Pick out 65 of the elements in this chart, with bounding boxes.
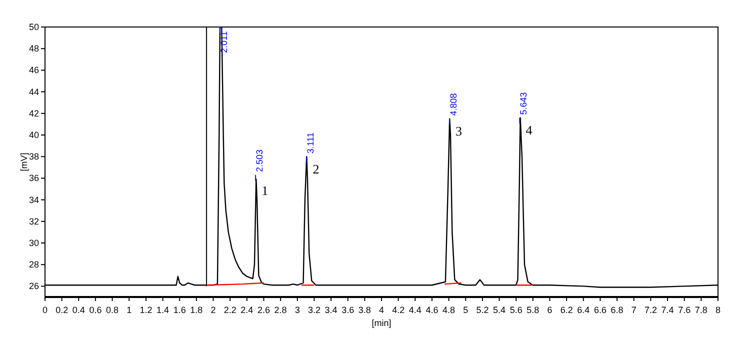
x-tick-label: 0.2 xyxy=(56,305,68,315)
x-tick-label: 5.4 xyxy=(493,305,506,315)
x-tick-label: 5.8 xyxy=(526,305,540,315)
x-tick-label: 8 xyxy=(715,305,721,315)
annotation: 3 xyxy=(455,124,462,139)
y-tick-label: 34 xyxy=(28,194,39,205)
x-tick-label: 7 xyxy=(631,305,636,315)
x-tick-label: 1.2 xyxy=(140,305,152,315)
x-tick-label: 4 xyxy=(378,305,384,315)
y-axis-title: [mV] xyxy=(19,152,29,172)
x-tick-label: 1.6 xyxy=(173,305,186,315)
x-tick-label: 2.2 xyxy=(224,305,236,315)
x-tick-label: 3.8 xyxy=(358,305,371,315)
x-tick-label: 6.6 xyxy=(594,305,606,315)
x-tick-label: 4.8 xyxy=(442,305,456,315)
x-axis-title: [min] xyxy=(372,318,392,328)
y-tick-label: 30 xyxy=(28,238,39,248)
y-tick-label: 50 xyxy=(28,22,39,32)
x-tick-label: 5 xyxy=(463,305,468,315)
x-tick-label: 0 xyxy=(42,305,48,315)
x-tick-label: 6.8 xyxy=(610,305,624,315)
x-tick-label: 7.2 xyxy=(644,305,657,315)
x-tick-label: 6.4 xyxy=(577,305,590,315)
y-tick-label: 48 xyxy=(28,44,39,54)
x-tick-label: 6 xyxy=(547,305,552,315)
x-tick-label: 2.6 xyxy=(257,305,270,315)
y-tick-label: 40 xyxy=(28,130,39,140)
x-tick-label: 3 xyxy=(294,305,300,315)
x-tick-label: 4.4 xyxy=(408,305,422,315)
x-tick-label: 3.2 xyxy=(308,305,320,315)
y-tick-label: 26 xyxy=(28,281,39,292)
x-tick-label: 3.6 xyxy=(342,305,354,315)
y-tick-label: 38 xyxy=(28,152,39,162)
annotation: 4 xyxy=(526,122,533,138)
x-tick-label: 4.2 xyxy=(392,305,405,315)
annotation: 5.643 xyxy=(518,92,529,115)
annotation: 1 xyxy=(262,183,268,198)
x-tick-label: 0.6 xyxy=(89,305,102,315)
x-tick-label: 2 xyxy=(210,305,216,315)
x-tick-label: 7.4 xyxy=(661,305,674,315)
x-tick-label: 5.6 xyxy=(510,305,522,315)
x-tick-label: 7.8 xyxy=(694,305,708,315)
y-tick-label: 42 xyxy=(28,108,39,118)
annotation: 4.808 xyxy=(448,93,458,116)
y-tick-label: 32 xyxy=(28,216,39,226)
y-tick-label: 28 xyxy=(28,260,39,270)
annotation: 2.503 xyxy=(254,149,265,172)
y-tick-label: 44 xyxy=(28,86,39,97)
x-tick-label: 1 xyxy=(126,305,132,315)
y-tick-label: 36 xyxy=(28,173,39,184)
x-tick-label: 5.2 xyxy=(476,305,489,315)
x-tick-label: 2.4 xyxy=(240,305,254,315)
x-tick-label: 0.8 xyxy=(106,305,119,315)
annotation: 2.011 xyxy=(218,31,229,53)
x-tick-label: 0.4 xyxy=(72,305,85,315)
x-tick-label: 1.8 xyxy=(190,305,203,315)
x-tick-label: 7.6 xyxy=(678,305,691,315)
x-tick-label: 3.4 xyxy=(324,305,338,315)
x-tick-label: 4.6 xyxy=(426,305,438,315)
x-tick-label: 2.8 xyxy=(274,305,287,315)
x-tick-label: 1.4 xyxy=(156,305,170,315)
annotation: 2 xyxy=(312,161,320,176)
y-tick-label: 46 xyxy=(28,65,39,76)
annotation: 3.111 xyxy=(306,132,316,154)
x-tick-label: 6.2 xyxy=(560,305,573,315)
